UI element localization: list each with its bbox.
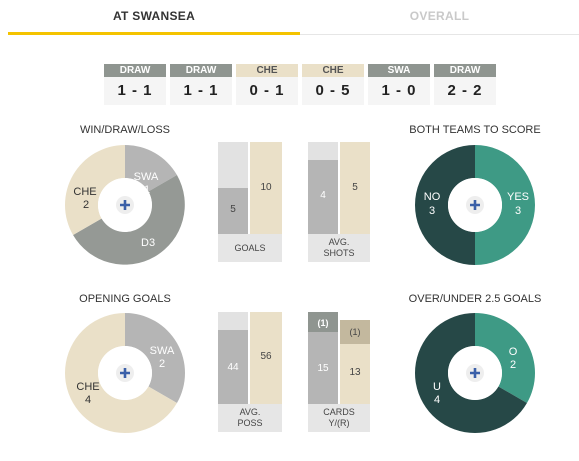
plus-icon — [470, 200, 480, 210]
result-score: 0 - 5 — [302, 77, 364, 105]
plus-icon — [120, 368, 130, 378]
wdl-title: WIN/DRAW/LOSS — [79, 124, 171, 136]
over-label: O — [509, 346, 518, 358]
wdl-draw-segment — [73, 175, 185, 265]
result-1: DRAW 1 - 1 — [104, 64, 166, 106]
btts-donut: NO 3 YES 3 — [415, 145, 535, 265]
shots-che-bar — [340, 142, 370, 234]
btts-no-value: 3 — [429, 205, 435, 217]
under-segment — [414, 313, 527, 433]
tab-at-swansea[interactable]: AT SWANSEA — [8, 0, 300, 35]
result-4: CHE 0 - 5 — [302, 64, 364, 106]
cards-che-red-value: (1) — [350, 327, 361, 337]
opening-swa-value: 2 — [159, 358, 165, 370]
result-label: DRAW — [170, 64, 232, 77]
wdl-che-label: CHE — [73, 186, 96, 198]
wdl-swa-segment — [125, 145, 177, 192]
under-value: 4 — [434, 394, 440, 406]
result-label: SWA — [368, 64, 430, 77]
over-value: 2 — [510, 359, 516, 371]
result-2: DRAW 1 - 1 — [170, 64, 232, 106]
poss-label: AVG. POSS — [218, 404, 282, 432]
cards-che-yellow-value: 13 — [349, 367, 361, 378]
btts-yes-label: YES — [507, 191, 529, 203]
btts-title: BOTH TEAMS TO SCORE — [409, 124, 541, 136]
result-score: 0 - 1 — [236, 77, 298, 105]
result-label: DRAW — [434, 64, 496, 77]
cards-swa-red-value: (1) — [318, 318, 329, 328]
plus-icon — [470, 368, 480, 378]
cards-swa-red-bar — [308, 312, 338, 332]
opening-swa-label: SWA — [150, 345, 175, 357]
result-score: 2 - 2 — [434, 77, 496, 105]
poss-che-bar — [250, 312, 282, 404]
shots-che-value: 5 — [352, 182, 358, 193]
result-6: DRAW 2 - 2 — [434, 64, 496, 106]
wdl-che-value: 2 — [83, 199, 89, 211]
cards-label-line1: CARDS — [323, 407, 355, 417]
poss-swa-value: 44 — [227, 362, 239, 373]
shots-swa-bar — [308, 160, 338, 234]
over-segment — [475, 313, 535, 403]
result-score: 1 - 1 — [170, 77, 232, 105]
cards-che-track — [340, 312, 370, 320]
btts-yes-segment — [475, 145, 535, 265]
result-score: 1 - 1 — [104, 77, 166, 105]
poss-che-value: 56 — [260, 351, 272, 362]
btts-yes-value: 3 — [515, 205, 521, 217]
poss-label-line2: POSS — [237, 418, 263, 428]
result-label: CHE — [236, 64, 298, 77]
poss-label-line1: AVG. — [239, 407, 261, 417]
opening-goals-title: OPENING GOALS — [79, 293, 171, 305]
wdl-che-segment — [65, 145, 125, 235]
result-label: CHE — [302, 64, 364, 77]
opening-che-value: 4 — [85, 394, 91, 406]
goals-label-text: GOALS — [234, 242, 266, 253]
cards-label-line2: Y/(R) — [328, 418, 350, 428]
wdl-swa-value: 1 — [144, 184, 150, 196]
cards-swa-yellow-value: 15 — [317, 363, 329, 374]
under-label: U — [433, 381, 441, 393]
opening-goals-donut: SWA 2 CHE 4 — [64, 313, 185, 433]
over-under-title: OVER/UNDER 2.5 GOALS — [408, 293, 542, 305]
tab-bar: AT SWANSEA OVERALL — [8, 0, 579, 35]
result-3: CHE 0 - 1 — [236, 64, 298, 106]
cards-label: CARDS Y/(R) — [308, 404, 370, 432]
result-5: SWA 1 - 0 — [368, 64, 430, 106]
wdl-draw-label: D3 — [141, 237, 155, 249]
over-under-donut: O 2 U 4 — [414, 313, 535, 433]
shots-label-line2: SHOTS — [323, 248, 355, 258]
shots-label-line1: AVG. — [328, 237, 350, 247]
goals-bars: 5 10 — [218, 142, 282, 234]
wdl-donut: SWA 1 CHE 2 D3 — [65, 145, 185, 265]
plus-icon — [120, 200, 130, 210]
shots-bars: 4 5 — [308, 142, 370, 234]
btts-no-label: NO — [424, 191, 441, 203]
opening-che-label: CHE — [76, 381, 99, 393]
cards-che-yellow-bar — [340, 344, 370, 404]
cards-che-red-bar — [340, 320, 370, 344]
opening-che-segment — [64, 313, 177, 433]
poss-swa-bar — [218, 330, 248, 404]
poss-bars: 44 56 — [218, 312, 282, 404]
tab-overall[interactable]: OVERALL — [300, 0, 579, 35]
goals-swa-value: 5 — [230, 204, 236, 215]
shots-swa-value: 4 — [320, 190, 326, 201]
cards-bars: (1) 15 (1) 13 — [308, 312, 370, 404]
result-score: 1 - 0 — [368, 77, 430, 105]
cards-swa-yellow-bar — [308, 332, 338, 404]
wdl-swa-label: SWA — [134, 171, 159, 183]
opening-swa-segment — [125, 313, 185, 403]
goals-che-value: 10 — [260, 182, 272, 193]
result-label: DRAW — [104, 64, 166, 77]
goals-label: GOALS — [218, 234, 282, 262]
shots-label: AVG. SHOTS — [308, 234, 370, 262]
btts-no-segment — [415, 145, 475, 265]
goals-che-bar — [250, 142, 282, 234]
goals-swa-bar — [218, 188, 248, 234]
